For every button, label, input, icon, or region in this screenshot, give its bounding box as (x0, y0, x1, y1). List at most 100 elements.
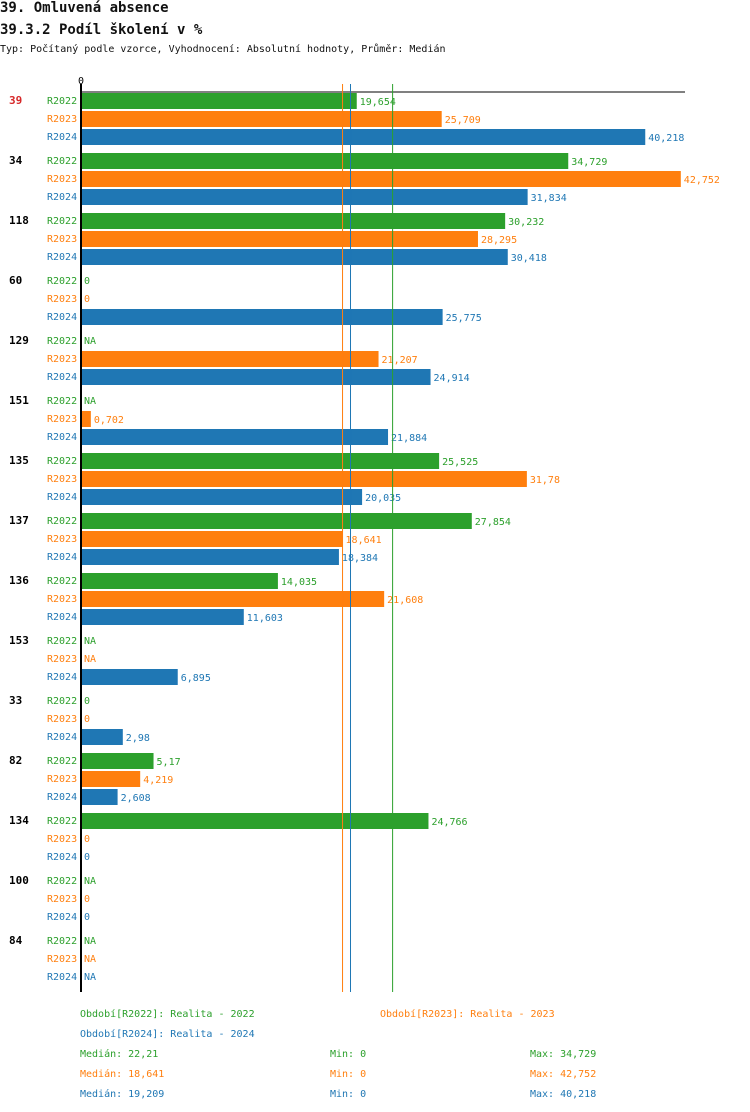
group-label-60: 60 (9, 274, 22, 287)
value-label: NA (84, 636, 96, 647)
series-label: R2023 (47, 294, 77, 305)
bar-136-R2024 (81, 609, 244, 625)
series-label: R2022 (47, 516, 77, 527)
series-label: R2022 (47, 456, 77, 467)
bar-60-R2024 (81, 309, 443, 325)
value-label: NA (84, 396, 96, 407)
value-label: 2,98 (126, 733, 150, 744)
page-title: 39. Omluvená absence (0, 0, 169, 16)
group-label-34: 34 (9, 154, 23, 167)
series-label: R2024 (47, 612, 77, 623)
bar-135-R2022 (81, 453, 440, 469)
bar-39-R2024 (81, 129, 646, 145)
value-label: 30,232 (508, 217, 544, 228)
group-label-134: 134 (9, 814, 29, 827)
series-label: R2023 (47, 414, 77, 425)
value-label: 28,295 (481, 235, 517, 246)
value-label: NA (84, 936, 96, 947)
stat-min-r2022: Min: 0 (330, 1049, 367, 1060)
series-label: R2022 (47, 96, 77, 107)
bar-34-R2024 (81, 189, 528, 205)
bar-82-R2024 (81, 789, 118, 805)
bar-136-R2022 (81, 573, 278, 589)
group-label-135: 135 (9, 454, 29, 467)
series-label: R2022 (47, 636, 77, 647)
bar-136-R2023 (81, 591, 385, 607)
series-label: R2023 (47, 594, 77, 605)
value-label: 24,766 (431, 817, 467, 828)
group-label-137: 137 (9, 514, 29, 527)
stat-median-r2024: Medián: 19,209 (80, 1089, 165, 1100)
value-label: 20,035 (365, 493, 401, 504)
value-label: 18,384 (342, 553, 378, 564)
series-label: R2023 (47, 354, 77, 365)
group-label-39: 39 (9, 94, 22, 107)
value-label: 34,729 (571, 157, 607, 168)
value-label: 31,834 (531, 193, 567, 204)
value-label: 25,709 (445, 115, 481, 126)
series-label: R2024 (47, 492, 77, 503)
series-label: R2024 (47, 372, 77, 383)
stat-max-r2024: Max: 40,218 (530, 1089, 597, 1100)
series-label: R2024 (47, 852, 77, 863)
series-label: R2024 (47, 732, 77, 743)
value-label: 0 (84, 894, 90, 905)
series-label: R2022 (47, 576, 77, 587)
group-label-118: 118 (9, 214, 29, 227)
value-label: 19,654 (360, 97, 396, 108)
bar-118-R2022 (81, 213, 506, 229)
series-label: R2023 (47, 894, 77, 905)
value-label: 24,914 (434, 373, 470, 384)
value-label: NA (84, 336, 96, 347)
value-label: 0 (84, 714, 90, 725)
bar-153-R2024 (81, 669, 178, 685)
stat-max-r2022: Max: 34,729 (530, 1049, 597, 1060)
group-label-153: 153 (9, 634, 29, 647)
series-label: R2022 (47, 396, 77, 407)
stat-min-r2023: Min: 0 (330, 1069, 367, 1080)
bar-134-R2022 (81, 813, 429, 829)
bar-137-R2024 (81, 549, 339, 565)
value-label: 0 (84, 834, 90, 845)
stat-min-r2024: Min: 0 (330, 1089, 367, 1100)
value-label: 2,608 (121, 793, 151, 804)
bar-151-R2024 (81, 429, 389, 445)
series-label: R2023 (47, 774, 77, 785)
series-label: R2024 (47, 252, 77, 263)
bar-39-R2023 (81, 111, 442, 127)
value-label: NA (84, 876, 96, 887)
series-label: R2023 (47, 114, 77, 125)
group-label-151: 151 (9, 394, 29, 407)
bar-118-R2024 (81, 249, 508, 265)
series-label: R2022 (47, 816, 77, 827)
value-label: 11,603 (247, 613, 283, 624)
bar-129-R2023 (81, 351, 379, 367)
value-label: 21,608 (387, 595, 423, 606)
chart-title: 39.3.2 Podíl školení v % (0, 22, 203, 38)
bar-135-R2023 (81, 471, 527, 487)
value-label: 5,17 (157, 757, 181, 768)
legend-r2022: Období[R2022]: Realita - 2022 (80, 1009, 255, 1020)
bar-151-R2023 (81, 411, 91, 427)
series-label: R2023 (47, 834, 77, 845)
series-label: R2022 (47, 216, 77, 227)
series-label: R2024 (47, 972, 77, 983)
value-label: 14,035 (281, 577, 317, 588)
bar-137-R2022 (81, 513, 472, 529)
value-label: 42,752 (684, 175, 720, 186)
bar-34-R2022 (81, 153, 569, 169)
series-label: R2024 (47, 552, 77, 563)
series-label: R2022 (47, 936, 77, 947)
series-label: R2022 (47, 876, 77, 887)
series-label: R2022 (47, 276, 77, 287)
value-label: NA (84, 654, 96, 665)
series-label: R2023 (47, 174, 77, 185)
legend-r2023: Období[R2023]: Realita - 2023 (380, 1009, 555, 1020)
value-label: 18,641 (346, 535, 382, 546)
value-label: NA (84, 954, 96, 965)
bar-118-R2023 (81, 231, 478, 247)
series-label: R2024 (47, 792, 77, 803)
group-label-100: 100 (9, 874, 29, 887)
group-label-129: 129 (9, 334, 29, 347)
bar-137-R2023 (81, 531, 343, 547)
